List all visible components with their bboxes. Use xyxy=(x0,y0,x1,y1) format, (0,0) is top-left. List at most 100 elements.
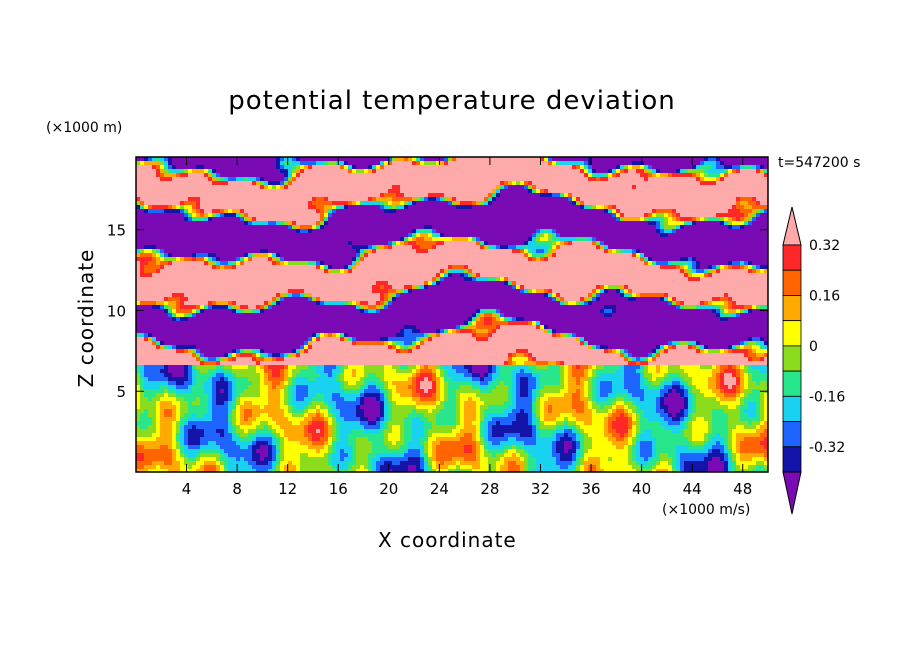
heatmap-cell xyxy=(328,281,332,285)
heatmap-cell xyxy=(360,225,364,229)
heatmap-cell xyxy=(396,177,400,181)
heatmap-cell xyxy=(608,229,612,233)
heatmap-cell xyxy=(148,277,152,281)
heatmap-cell xyxy=(500,229,504,233)
heatmap-cell xyxy=(304,229,308,233)
heatmap-cell xyxy=(752,193,756,197)
heatmap-cell xyxy=(700,233,704,237)
heatmap-cell xyxy=(232,189,236,193)
heatmap-cell xyxy=(596,273,600,277)
heatmap-cell xyxy=(200,161,204,165)
heatmap-cell xyxy=(644,249,648,253)
heatmap-cell xyxy=(636,253,640,257)
heatmap-cell xyxy=(144,221,148,225)
heatmap-cell xyxy=(708,201,712,205)
heatmap-cell xyxy=(664,193,668,197)
heatmap-cell xyxy=(540,217,544,221)
heatmap-cell xyxy=(652,225,656,229)
heatmap-cell xyxy=(424,237,428,241)
heatmap-cell xyxy=(480,221,484,225)
heatmap-cell xyxy=(352,221,356,225)
heatmap-cell xyxy=(256,217,260,221)
heatmap-cell xyxy=(200,173,204,177)
heatmap-cell xyxy=(336,229,340,233)
heatmap-cell xyxy=(180,161,184,165)
heatmap-cell xyxy=(528,241,532,245)
heatmap-cell xyxy=(408,269,412,273)
heatmap-cell xyxy=(224,201,228,205)
heatmap-cell xyxy=(264,265,268,269)
heatmap-cell xyxy=(288,169,292,173)
heatmap-cell xyxy=(568,233,572,237)
heatmap-cell xyxy=(672,241,676,245)
heatmap-cell xyxy=(596,161,600,165)
heatmap-cell xyxy=(584,221,588,225)
heatmap-cell xyxy=(460,213,464,217)
heatmap-cell xyxy=(760,157,764,161)
heatmap-cell xyxy=(220,217,224,221)
heatmap-cell xyxy=(656,261,660,265)
heatmap-cell xyxy=(160,185,164,189)
heatmap-cell xyxy=(432,269,436,273)
heatmap-cell xyxy=(616,169,620,173)
heatmap-cell xyxy=(432,157,436,161)
heatmap-cell xyxy=(704,233,708,237)
heatmap-cell xyxy=(636,169,640,173)
heatmap-cell xyxy=(192,173,196,177)
heatmap-cell xyxy=(236,185,240,189)
heatmap-cell xyxy=(288,213,292,217)
heatmap-cell xyxy=(368,173,372,177)
heatmap-cell xyxy=(604,221,608,225)
heatmap-cell xyxy=(488,225,492,229)
heatmap-cell xyxy=(548,213,552,217)
heatmap-cell xyxy=(448,273,452,277)
heatmap-cell xyxy=(276,173,280,177)
heatmap-cell xyxy=(584,213,588,217)
heatmap-cell xyxy=(480,241,484,245)
heatmap-cell xyxy=(748,161,752,165)
heatmap-cell xyxy=(308,181,312,185)
heatmap-cell xyxy=(500,261,504,265)
heatmap-cell xyxy=(568,165,572,169)
heatmap-cell xyxy=(376,177,380,181)
heatmap-cell xyxy=(304,277,308,281)
heatmap-cell xyxy=(420,225,424,229)
heatmap-cell xyxy=(684,205,688,209)
heatmap-cell xyxy=(504,157,508,161)
heatmap-cell xyxy=(736,201,740,205)
heatmap-cell xyxy=(504,193,508,197)
heatmap-cell xyxy=(172,261,176,265)
heatmap-cell xyxy=(544,209,548,213)
heatmap-cell xyxy=(604,257,608,261)
heatmap-cell xyxy=(620,181,624,185)
heatmap-cell xyxy=(436,229,440,233)
heatmap-cell xyxy=(512,193,516,197)
heatmap-cell xyxy=(668,225,672,229)
heatmap-cell xyxy=(696,169,700,173)
heatmap-cell xyxy=(196,261,200,265)
heatmap-cell xyxy=(652,169,656,173)
heatmap-cell xyxy=(728,157,732,161)
heatmap-cell xyxy=(336,277,340,281)
heatmap-cell xyxy=(668,157,672,161)
heatmap-cell xyxy=(240,257,244,261)
heatmap-cell xyxy=(236,205,240,209)
heatmap-cell xyxy=(192,169,196,173)
heatmap-cell xyxy=(516,249,520,253)
heatmap-cell xyxy=(604,253,608,257)
heatmap-cell xyxy=(336,221,340,225)
heatmap-cell xyxy=(176,173,180,177)
heatmap-cell xyxy=(204,269,208,273)
heatmap-cell xyxy=(584,165,588,169)
heatmap-cell xyxy=(596,221,600,225)
heatmap-cell xyxy=(748,273,752,277)
heatmap-cell xyxy=(420,277,424,281)
heatmap-cell xyxy=(572,181,576,185)
heatmap-cell xyxy=(448,281,452,285)
heatmap-cell xyxy=(540,165,544,169)
heatmap-cell xyxy=(176,261,180,265)
heatmap-cell xyxy=(320,213,324,217)
heatmap-cell xyxy=(536,245,540,249)
heatmap-cell xyxy=(396,261,400,265)
heatmap-cell xyxy=(260,189,264,193)
